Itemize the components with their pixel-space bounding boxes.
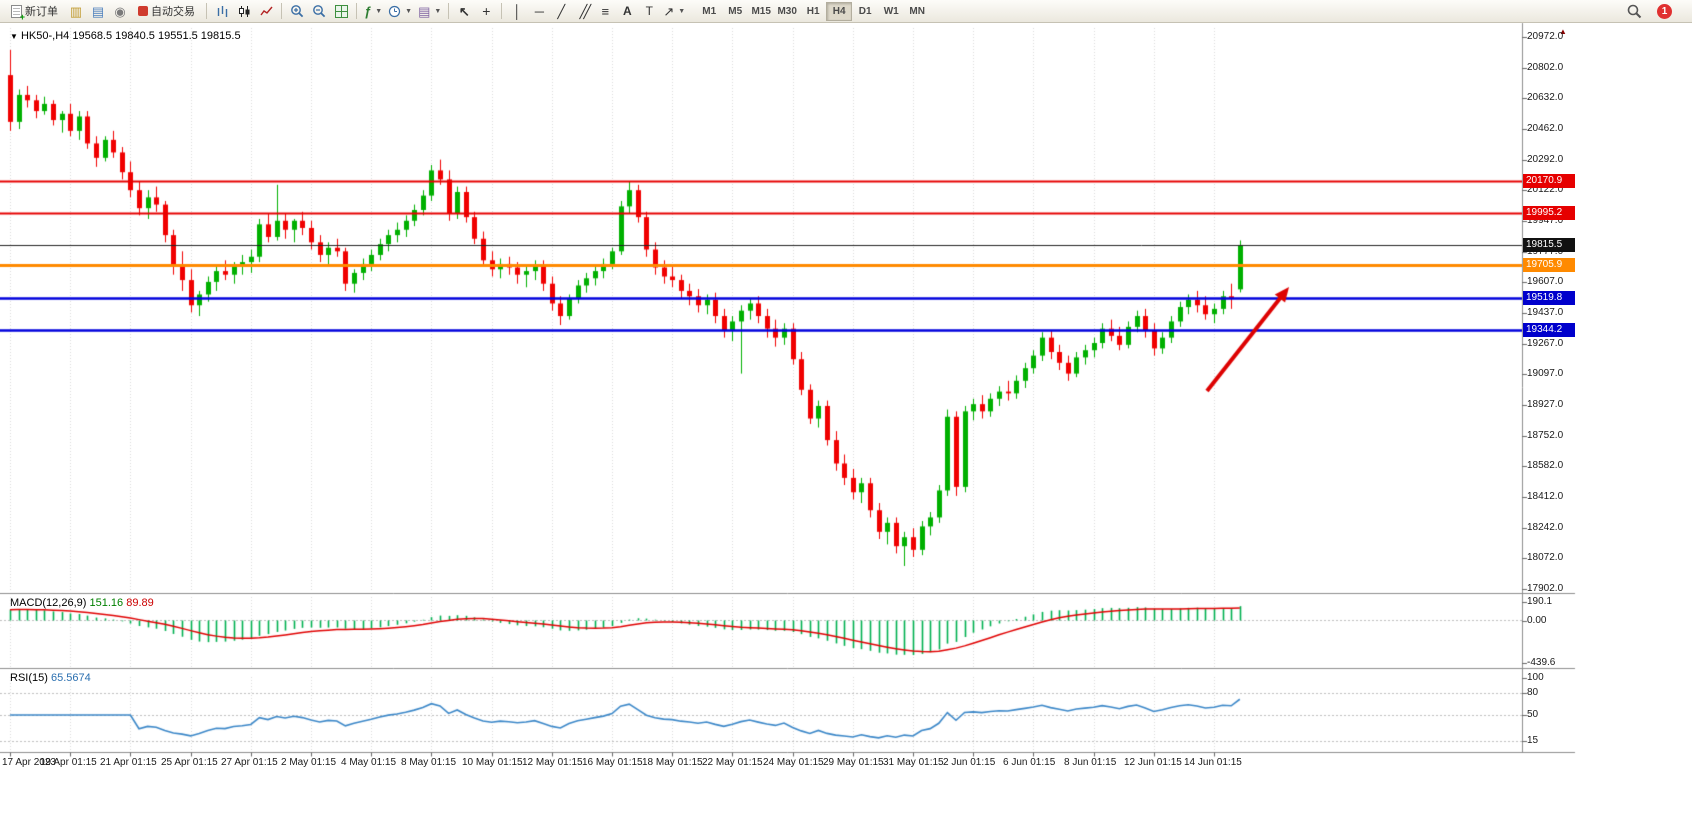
crosshair-icon: + [482, 3, 491, 19]
chevron-down-icon: ▼ [405, 7, 413, 15]
search-button[interactable] [1623, 1, 1645, 21]
text-icon: A [623, 4, 632, 18]
timeframe-m5-button[interactable]: M5 [722, 2, 748, 21]
arrow-tool-icon: ↗ [663, 3, 675, 19]
indicators-button[interactable]: ƒ ▼ [361, 1, 385, 21]
timeframe-m1-button[interactable]: M1 [696, 2, 722, 21]
zoom-out-icon [313, 5, 326, 18]
auto-trading-button[interactable]: 自动交易 [131, 1, 202, 21]
chevron-down-icon: ▼ [678, 7, 686, 15]
candlestick-chart-button[interactable] [233, 1, 255, 21]
timeframe-w1-button[interactable]: W1 [878, 2, 904, 21]
timeframe-h1-button[interactable]: H1 [800, 2, 826, 21]
cursor-icon: ↖ [458, 3, 470, 19]
channel-button[interactable]: ╱╱ [572, 1, 594, 21]
bar-chart-button[interactable] [211, 1, 233, 21]
auto-trading-icon [138, 6, 148, 16]
toolbar-separator [448, 3, 450, 19]
new-order-label: 新订单 [25, 6, 58, 18]
zoom-out-button[interactable] [308, 1, 330, 21]
charts-window-button[interactable]: ▥ [65, 1, 87, 21]
tile-windows-button[interactable] [330, 1, 352, 21]
timeframe-m30-button[interactable]: M30 [774, 2, 800, 21]
fibonacci-icon: ≡ [601, 3, 610, 19]
clock-icon [389, 5, 401, 17]
trendline-button[interactable]: ╱ [550, 1, 572, 21]
navigator-button[interactable]: ◉ [109, 1, 131, 21]
zoom-in-icon [291, 5, 304, 18]
chart-window-icon: ▥ [69, 3, 83, 19]
zoom-in-button[interactable] [286, 1, 308, 21]
toolbar-separator [281, 3, 282, 19]
cursor-button[interactable]: ↖ [453, 1, 475, 21]
toolbar-separator [501, 3, 503, 19]
notification-badge[interactable]: 1 [1657, 3, 1672, 19]
line-chart-button[interactable] [255, 1, 277, 21]
chevron-down-icon: ▼ [434, 7, 442, 15]
line-chart-icon [259, 6, 273, 15]
market-watch-button[interactable]: ▤ [87, 1, 109, 21]
search-icon [1627, 4, 1641, 18]
templates-button[interactable]: ▤ ▼ [415, 1, 444, 21]
navigator-icon: ◉ [114, 3, 126, 19]
toolbar-right-group: 1 [1623, 1, 1688, 21]
horizontal-line-icon: ─ [534, 3, 544, 19]
trendline-icon: ╱ [557, 3, 566, 19]
vertical-line-icon: │ [513, 3, 522, 19]
toolbar-separator [206, 3, 207, 19]
timeframe-h4-button[interactable]: H4 [826, 1, 853, 21]
new-order-icon [11, 4, 25, 22]
vertical-line-button[interactable]: │ [506, 1, 528, 21]
text-label-button[interactable]: T [638, 1, 660, 21]
text-label-icon: T [645, 4, 654, 18]
main-toolbar: 新订单 ▥ ▤ ◉ 自动交易 [0, 0, 1692, 23]
market-watch-icon: ▤ [91, 3, 105, 19]
chevron-down-icon: ▼ [375, 7, 383, 15]
timeframe-d1-button[interactable]: D1 [852, 2, 878, 21]
text-button[interactable]: A [616, 1, 638, 21]
indicators-icon: ƒ [364, 3, 372, 19]
fibonacci-button[interactable]: ≡ [594, 1, 616, 21]
periods-button[interactable]: ▼ [385, 1, 415, 21]
timeframe-m15-button[interactable]: M15 [748, 2, 774, 21]
auto-trading-label: 自动交易 [151, 6, 195, 18]
horizontal-line-button[interactable]: ─ [528, 1, 550, 21]
new-order-button[interactable]: 新订单 [4, 1, 65, 22]
candlestick-icon [238, 5, 249, 17]
tile-windows-icon [334, 4, 348, 18]
template-icon: ▤ [418, 3, 431, 19]
timeframe-toolbar: M1 M5 M15 M30 H1 H4 D1 W1 MN [696, 1, 930, 21]
timeframe-mn-button[interactable]: MN [904, 2, 930, 21]
arrows-button[interactable]: ↗ ▼ [660, 1, 688, 21]
toolbar-separator [356, 3, 357, 19]
crosshair-button[interactable]: + [475, 1, 497, 21]
channel-icon: ╱╱ [579, 3, 591, 19]
ohlc-bars-icon [217, 5, 227, 17]
